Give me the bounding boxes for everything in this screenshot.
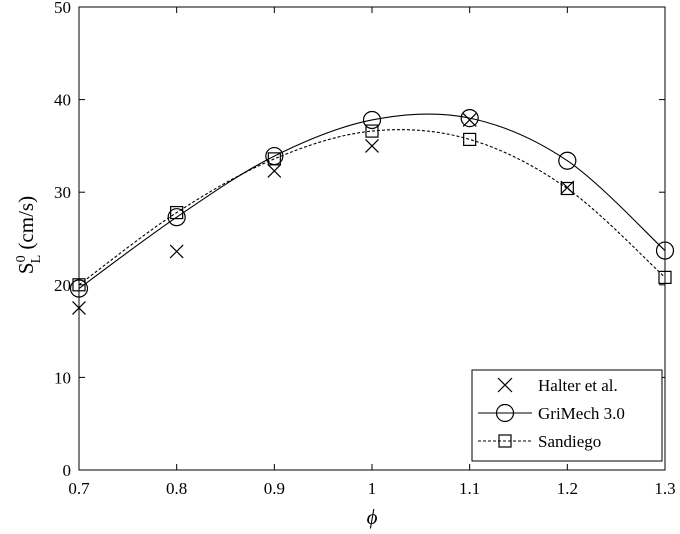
y-tick-label: 0 — [63, 461, 72, 480]
legend-entry-sandiego: Sandiego — [478, 432, 601, 451]
point-grimech — [558, 151, 577, 170]
y-tick-labels: 0 10 20 30 40 50 — [54, 0, 71, 480]
legend-marker-x — [497, 377, 513, 393]
legend-marker-square — [498, 434, 512, 448]
point-halter — [560, 180, 575, 195]
legend-entry-halter: Halter et al. — [497, 376, 618, 395]
legend-marker-circle — [495, 403, 515, 423]
point-grimech — [460, 109, 479, 128]
point-sandiego — [170, 205, 184, 220]
legend: Halter et al. GriMech 3.0 Sandiego — [471, 369, 663, 462]
y-tick-label: 10 — [54, 368, 71, 387]
x-axis-label: ϕ — [367, 505, 378, 529]
legend-label-sandiego: Sandiego — [538, 432, 601, 451]
y-axis-label: S0L (cm/s) — [14, 196, 44, 274]
x-tick-label: 1.2 — [557, 479, 578, 498]
x-tick-labels: 0.7 0.8 0.9 1 1.1 1.2 1.3 — [68, 479, 675, 498]
point-sandiego — [463, 132, 477, 147]
point-halter — [365, 138, 379, 153]
point-sandiego — [267, 152, 281, 166]
point-grimech — [362, 110, 382, 130]
y-tick-label: 40 — [54, 91, 71, 110]
fit-curves — [78, 113, 666, 289]
point-sandiego — [365, 124, 379, 138]
x-tick-label: 1.1 — [459, 479, 480, 498]
legend-label-grimech: GriMech 3.0 — [538, 404, 625, 423]
y-tick-label: 50 — [54, 0, 71, 17]
y-axis-label-sup: 0 — [14, 255, 29, 262]
point-halter — [462, 113, 477, 127]
x-tick-label: 0.9 — [264, 479, 285, 498]
y-tick-label: 30 — [54, 183, 71, 202]
data-markers — [69, 109, 675, 315]
x-tick-label: 0.8 — [166, 479, 187, 498]
legend-label-halter: Halter et al. — [538, 376, 618, 395]
legend-entry-grimech: GriMech 3.0 — [478, 403, 625, 423]
x-tick-label: 1.3 — [654, 479, 675, 498]
x-tick-label: 1 — [368, 479, 377, 498]
series-line-1 — [78, 113, 666, 289]
y-tick-label: 20 — [54, 276, 71, 295]
x-tick-label: 0.7 — [68, 479, 90, 498]
y-axis-label-sub: L — [29, 255, 44, 264]
point-sandiego — [560, 181, 574, 196]
y-axis-label-main: S — [14, 262, 38, 274]
point-halter — [169, 244, 184, 259]
point-halter — [267, 163, 282, 178]
point-grimech — [167, 208, 186, 227]
y-axis-label-unit: (cm/s) — [14, 196, 38, 255]
series-line-2 — [78, 129, 666, 286]
legend-box — [471, 369, 663, 462]
